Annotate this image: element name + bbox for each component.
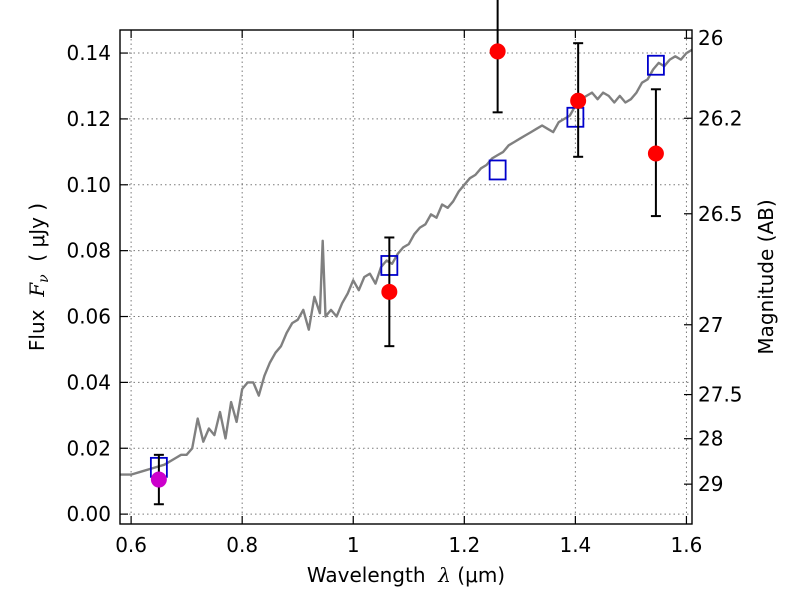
model-flux-square — [647, 54, 665, 76]
spectrum-layer — [120, 48, 693, 476]
observed-flux-point — [647, 145, 664, 162]
observed-flux-point — [489, 43, 506, 60]
y-tick-label: 0.04 — [66, 370, 111, 394]
tick-layer: 0.6 0.8 1 1.2 1.4 1.6 0.00 0.02 0.04 0.06 0.08 0.10… — [66, 26, 742, 557]
y-tick-label: 0.12 — [66, 107, 111, 131]
plot-frame — [119, 29, 693, 525]
x-tick-label: 1.2 — [448, 533, 480, 557]
observed-flux-point — [150, 471, 167, 488]
model-flux-square — [488, 159, 507, 181]
y-tick-label: 0.06 — [66, 305, 111, 329]
y-tick-label: 0.02 — [66, 436, 111, 460]
grid-layer — [120, 30, 692, 524]
magnitude-tick-label: 26.5 — [698, 202, 743, 226]
x-tick-label: 0.8 — [226, 533, 258, 557]
y-axis-title: Flux Fν ( μJy ) — [25, 203, 52, 351]
magnitude-tick-label: 27.5 — [698, 383, 743, 407]
magnitude-tick-label: 28 — [698, 427, 723, 451]
y-tick-label: 0.14 — [66, 41, 111, 65]
observed-flux-point — [570, 92, 587, 109]
y-tick-label: 0.08 — [66, 239, 111, 263]
marker-layer — [149, 0, 665, 506]
x-tick-label: 1.6 — [671, 533, 703, 557]
x-axis-title: Wavelength λ (μm) — [307, 563, 505, 587]
y-tick-label: 0.10 — [66, 173, 111, 197]
magnitude-tick-label: 26.2 — [698, 106, 743, 130]
magnitude-tick-label: 27 — [698, 313, 723, 337]
x-tick-label: 1 — [347, 533, 360, 557]
y2-axis-title: Magnitude (AB) — [754, 199, 778, 354]
x-tick-label: 1.4 — [559, 533, 591, 557]
observed-flux-point — [381, 283, 398, 300]
x-tick-label: 0.6 — [115, 533, 147, 557]
y-tick-label: 0.00 — [66, 502, 111, 526]
magnitude-tick-label: 26 — [698, 26, 723, 50]
magnitude-tick-label: 29 — [698, 472, 723, 496]
spectrum-line — [120, 48, 693, 476]
